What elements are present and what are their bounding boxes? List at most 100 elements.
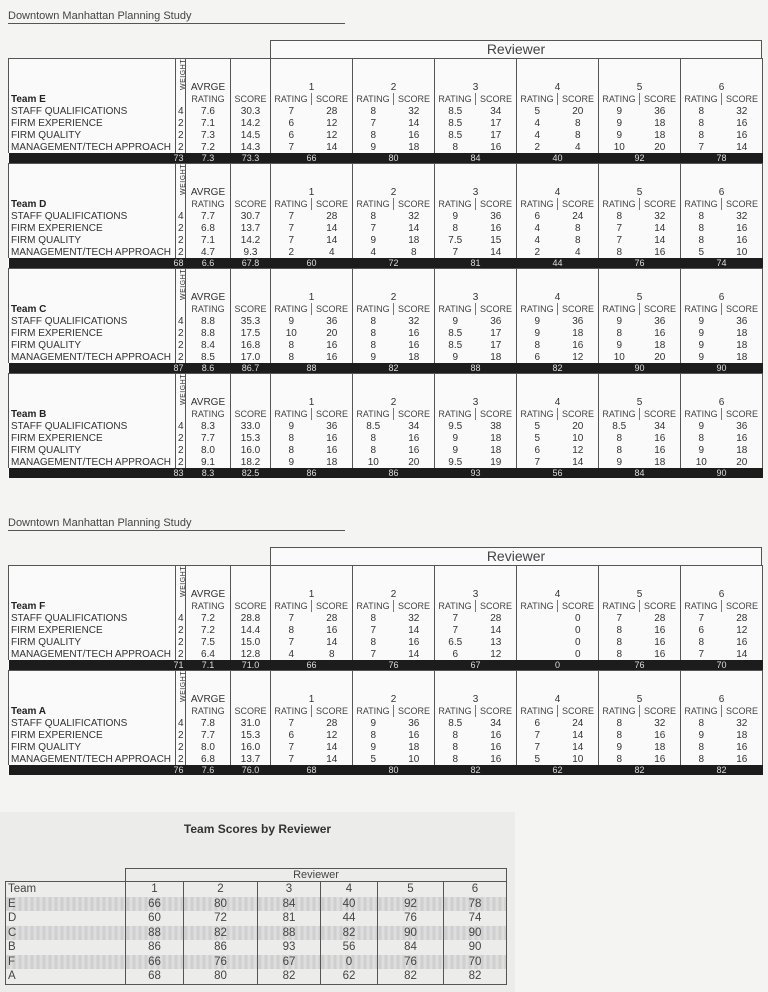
column-header-row: Team F RATING SCORE RATING SCORE RATING SCORE R… bbox=[8, 600, 763, 612]
team-name: Team B bbox=[8, 408, 176, 420]
score-value: 16 bbox=[654, 648, 666, 660]
rating-header: RATING bbox=[516, 303, 558, 315]
score-value: 16 bbox=[408, 327, 420, 339]
rating-header: RATING bbox=[516, 408, 558, 420]
rating-value: 9 bbox=[434, 315, 476, 327]
rating-value: 9 bbox=[598, 315, 640, 327]
avg-rating-value: 7.7 bbox=[185, 210, 231, 222]
rating-header: RATING bbox=[270, 198, 312, 210]
rating-value: 6 bbox=[680, 624, 722, 636]
criteria-label: FIRM EXPERIENCE bbox=[8, 117, 176, 129]
avg-score-value: 13.7 bbox=[230, 753, 271, 765]
score-value: 16 bbox=[654, 246, 666, 258]
score-value: 14 bbox=[326, 636, 338, 648]
rating-header: RATING bbox=[434, 408, 476, 420]
summary-score: 81 bbox=[257, 911, 321, 926]
weight-header-cell: WEIGHT bbox=[175, 58, 186, 93]
rating-value: 8 bbox=[270, 351, 312, 363]
rating-header: RATING bbox=[598, 705, 640, 717]
rating-header: RATING bbox=[680, 600, 722, 612]
rating-value: 4 bbox=[516, 129, 558, 141]
score-value: 32 bbox=[408, 210, 420, 222]
overall-total: 71 bbox=[8, 660, 186, 670]
summary-panel: Team Scores by Reviewer Reviewer Team 1 2 3… bbox=[0, 812, 515, 992]
criteria-label: FIRM QUALITY bbox=[8, 234, 176, 246]
avg-rating-value: 7.1 bbox=[185, 117, 231, 129]
score-value: 18 bbox=[654, 339, 666, 351]
score-value: 13 bbox=[490, 636, 502, 648]
rating-value: 8 bbox=[598, 753, 640, 765]
rating-value: 7 bbox=[352, 624, 394, 636]
summary-score: 90 bbox=[377, 925, 444, 940]
summary-score: 74 bbox=[443, 911, 507, 926]
criteria-row: FIRM QUALITY 2 8.0 16.0 7 14 9 18 8 16 7 14 9 18 8 16 bbox=[8, 741, 763, 753]
score-value: 16 bbox=[490, 729, 502, 741]
reviewer-total: 80 bbox=[352, 765, 435, 775]
score-value: 18 bbox=[490, 432, 502, 444]
avg-score-value: 33.0 bbox=[230, 420, 271, 432]
rating-value: 9 bbox=[434, 444, 476, 456]
score-value: 16 bbox=[408, 339, 420, 351]
rating-value: 6 bbox=[516, 351, 558, 363]
avg-rating-value: 8.0 bbox=[185, 444, 231, 456]
rating-header: RATING bbox=[434, 198, 476, 210]
score-value: 16 bbox=[721, 432, 763, 444]
weight-value: 2 bbox=[175, 444, 186, 456]
rating-value: 9 bbox=[680, 729, 722, 741]
avg-score-value: 16.8 bbox=[230, 339, 271, 351]
avg-rating-value: 8.3 bbox=[185, 420, 231, 432]
score-header: SCORE bbox=[393, 303, 435, 315]
rating-value: 8 bbox=[434, 741, 476, 753]
reviewer-total: 82 bbox=[598, 765, 681, 775]
rating-value: 5 bbox=[516, 420, 558, 432]
rating-value: 8 bbox=[352, 210, 394, 222]
rating-value: 8 bbox=[680, 636, 722, 648]
rating-value: 7 bbox=[516, 741, 558, 753]
team-name: Team D bbox=[8, 198, 176, 210]
rating-value: 9 bbox=[598, 339, 640, 351]
rating-value: 7 bbox=[680, 141, 722, 153]
column-header-row: Team A RATING SCORE RATING SCORE RATING SCORE R… bbox=[8, 705, 763, 717]
score-value: 16 bbox=[490, 222, 502, 234]
criteria-label: MANAGEMENT/TECH APPROACH bbox=[8, 456, 176, 468]
score-value: 14 bbox=[721, 648, 763, 660]
weight-value: 2 bbox=[175, 117, 186, 129]
score-value: 32 bbox=[721, 717, 763, 729]
rating-value: 8 bbox=[352, 129, 394, 141]
rating-value: 8 bbox=[352, 612, 394, 624]
score-header: SCORE bbox=[311, 705, 353, 717]
score-value: 18 bbox=[326, 456, 338, 468]
criteria-label: FIRM EXPERIENCE bbox=[8, 624, 176, 636]
score-value: 32 bbox=[408, 315, 420, 327]
score-value: 36 bbox=[572, 315, 584, 327]
reviewer-total: 56 bbox=[516, 468, 599, 478]
team-score-table: WEIGHT AVRGE 1 2 3 4 5 6 Team D RATING SCORE RATING… bbox=[8, 163, 763, 268]
score-value: 14 bbox=[490, 246, 502, 258]
summary-team: D bbox=[8, 912, 17, 925]
score-value: 14 bbox=[408, 648, 420, 660]
score-value: 14 bbox=[408, 117, 420, 129]
rating-value: 4 bbox=[270, 648, 312, 660]
avg-rating-value: 7.2 bbox=[185, 612, 231, 624]
rating-value: 8 bbox=[598, 624, 640, 636]
weight-blank bbox=[175, 408, 186, 420]
weight-header: WEIGHT bbox=[180, 671, 186, 702]
score-value: 20 bbox=[721, 456, 763, 468]
avg-score-header: SCORE bbox=[230, 408, 271, 420]
score-header: SCORE bbox=[311, 303, 353, 315]
score-value: 17 bbox=[490, 129, 502, 141]
header-row: WEIGHT AVRGE 1 2 3 4 5 6 bbox=[8, 58, 763, 93]
score-header: SCORE bbox=[557, 408, 599, 420]
score-value: 32 bbox=[408, 612, 420, 624]
weight-value: 2 bbox=[175, 753, 186, 765]
rating-header: RATING bbox=[680, 303, 722, 315]
reviewer-number: 5 bbox=[598, 268, 681, 303]
reviewer-total: 92 bbox=[598, 153, 681, 163]
rating-value: 8 bbox=[352, 105, 394, 117]
summary-score: 76 bbox=[183, 954, 258, 969]
criteria-label: STAFF QUALIFICATIONS bbox=[8, 210, 176, 222]
rating-value: 9 bbox=[598, 129, 640, 141]
reviewer-total: 66 bbox=[270, 153, 353, 163]
criteria-label: STAFF QUALIFICATIONS bbox=[8, 105, 176, 117]
score-value: 16 bbox=[490, 753, 502, 765]
